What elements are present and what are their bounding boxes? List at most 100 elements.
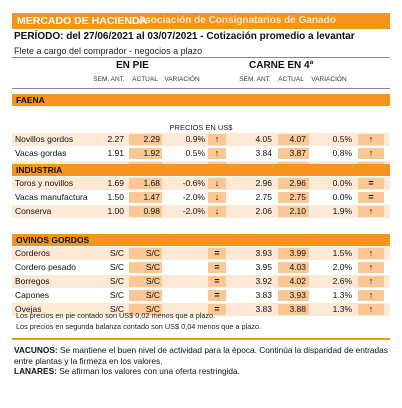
trend-icon: ↑ xyxy=(214,148,220,158)
table-row: Capones S/C S/C = 3.83 3.93 1.3% ↑ xyxy=(12,289,390,302)
carne-actual: 3.87 xyxy=(289,148,306,158)
carne-variacion: 2.6% xyxy=(332,276,352,286)
pie-variacion xyxy=(167,247,205,260)
carne-sem-ant: 2.96 xyxy=(255,178,272,188)
carne-actual: 4.07 xyxy=(289,134,306,144)
lanares-text: Se afirman los valores con una oferta re… xyxy=(59,366,240,376)
arrow-highlight xyxy=(358,178,384,189)
flete-note: Flete a cargo del comprador - negocios a… xyxy=(14,46,203,56)
pie-actual: S/C xyxy=(145,276,160,286)
actual-highlight xyxy=(129,304,162,315)
pie-sem-ant: S/C xyxy=(109,290,124,300)
actual-highlight xyxy=(278,134,309,145)
table-row: Cordero pesado S/C S/C = 3.95 4.03 2.0% ↑ xyxy=(12,261,390,274)
group-carne: CARNE EN 4ª xyxy=(249,60,314,71)
table-row: Conserva 1.00 0.98 -2.0% ↓ 2.06 2.10 1.9% ↑ xyxy=(12,205,390,218)
carne-variacion: 0.5% xyxy=(332,134,352,144)
trend-icon: ↑ xyxy=(214,134,220,144)
carne-variacion: 2.0% xyxy=(332,262,352,272)
carne-actual: 2.96 xyxy=(289,178,306,188)
actual-highlight xyxy=(129,206,162,217)
arrow-highlight xyxy=(358,192,384,203)
subhead-sem-ant-carne: SEM. ANT. xyxy=(239,76,271,83)
arrow-highlight xyxy=(208,178,226,189)
pie-variacion xyxy=(167,275,205,288)
carne-variacion: 1.3% xyxy=(332,290,352,300)
trend-icon: = xyxy=(368,178,374,188)
row-label: Toros y novillos xyxy=(15,178,74,188)
trend-icon: ↑ xyxy=(368,262,374,272)
trend-icon: = xyxy=(214,248,220,258)
carne-variacion: 0.0% xyxy=(332,192,352,202)
pie-sem-ant: S/C xyxy=(109,248,124,258)
actual-highlight xyxy=(129,134,162,145)
trend-icon: ↑ xyxy=(368,248,374,258)
trend-icon: ↓ xyxy=(214,206,220,216)
table-row: Ovejas S/C S/C = 3.83 3.88 1.3% ↑ xyxy=(12,303,390,316)
subhead-variacion-carne: VARIACIÓN xyxy=(311,76,347,83)
arrow-highlight xyxy=(208,290,226,301)
arrow-highlight xyxy=(358,148,384,159)
section-header: OVINOS GORDOS xyxy=(12,234,390,246)
trend-icon: = xyxy=(214,304,220,314)
carne-sem-ant: 3.92 xyxy=(255,276,272,286)
carne-variacion: 0.8% xyxy=(332,148,352,158)
pie-actual: S/C xyxy=(145,262,160,272)
divider xyxy=(12,57,390,58)
trend-icon: ↑ xyxy=(368,276,374,286)
table-row: Novillos gordos 2.27 2.29 0.9% ↑ 4.05 4.07 0.5%… xyxy=(12,133,390,146)
pie-actual: 1.47 xyxy=(143,192,160,202)
carne-sem-ant: 3.93 xyxy=(255,248,272,258)
row-label: Conserva xyxy=(15,206,52,216)
section-title: INDUSTRIA xyxy=(16,165,63,175)
market-title: MERCADO DE HACIENDA xyxy=(17,15,148,27)
carne-actual: 2.75 xyxy=(289,192,306,202)
section-title: OVINOS GORDOS xyxy=(16,235,90,245)
actual-highlight xyxy=(278,276,309,287)
carne-variacion: 1.5% xyxy=(332,248,352,258)
row-label: Vacas gordas xyxy=(15,148,67,158)
pie-sem-ant: S/C xyxy=(109,276,124,286)
row-label: Borregos xyxy=(15,276,50,286)
arrow-highlight xyxy=(358,262,384,273)
pie-sem-ant: 2.27 xyxy=(107,134,124,144)
section-header: INDUSTRIA xyxy=(12,164,390,176)
arrow-highlight xyxy=(358,290,384,301)
subhead-sem-ant-pie: SEM. ANT. xyxy=(93,76,125,83)
carne-sem-ant: 3.95 xyxy=(255,262,272,272)
section-header: FAENA xyxy=(12,94,390,106)
carne-actual: 3.99 xyxy=(289,248,306,258)
pie-actual: 0.98 xyxy=(143,206,160,216)
pie-actual: S/C xyxy=(145,290,160,300)
row-label: Novillos gordos xyxy=(15,134,74,144)
actual-highlight xyxy=(278,262,309,273)
precios-label: PRECIOS EN US$ xyxy=(169,123,233,132)
table-row: Vacas manufactura 1.50 1.47 -2.0% ↓ 2.75 2.75 0… xyxy=(12,191,390,204)
actual-highlight xyxy=(278,206,309,217)
pie-sem-ant: S/C xyxy=(109,304,124,314)
carne-sem-ant: 2.06 xyxy=(255,206,272,216)
arrow-highlight xyxy=(208,148,226,159)
trend-icon: = xyxy=(214,290,220,300)
row-label: Vacas manufactura xyxy=(15,192,88,202)
vacunos-label: VACUNOS: xyxy=(14,345,58,355)
carne-sem-ant: 4.05 xyxy=(255,134,272,144)
actual-highlight xyxy=(129,248,162,259)
arrow-highlight xyxy=(208,248,226,259)
footer-vacunos: VACUNOS: Se mantiene el buen nivel de ac… xyxy=(14,345,394,366)
actual-highlight xyxy=(278,192,309,203)
arrow-highlight xyxy=(208,276,226,287)
pie-actual: 1.68 xyxy=(143,178,160,188)
period-line: PERÍODO: del 27/06/2021 al 03/07/2021 - … xyxy=(14,31,355,42)
group-en-pie: EN PIE xyxy=(116,60,149,71)
subhead-actual-carne: ACTUAL xyxy=(278,76,304,83)
actual-highlight xyxy=(129,262,162,273)
market-header: MERCADO DE HACIENDA Asociación de Consig… xyxy=(12,13,390,29)
row-label: Capones xyxy=(15,290,50,300)
carne-variacion: 1.9% xyxy=(332,206,352,216)
pie-sem-ant: S/C xyxy=(109,262,124,272)
trend-icon: ↓ xyxy=(214,192,220,202)
pie-sem-ant: 1.91 xyxy=(107,148,124,158)
carne-variacion: 0.0% xyxy=(332,178,352,188)
pie-variacion: -2.0% xyxy=(182,206,205,216)
